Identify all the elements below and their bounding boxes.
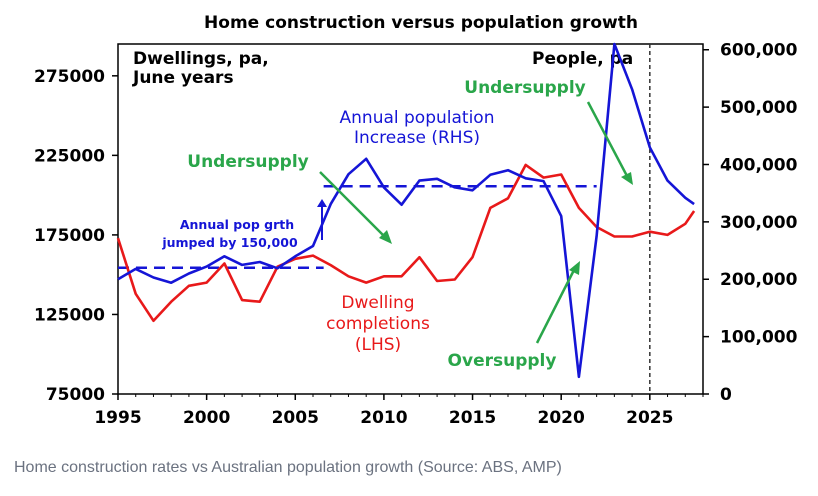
y-left-tick-label: 275000	[34, 67, 105, 87]
pop-jump-label-line1: Annual pop grth	[180, 217, 294, 232]
y-left-tick-label: 225000	[34, 146, 105, 166]
y-right-tick-label: 200,000	[720, 270, 798, 290]
undersupply-right-label: Undersupply	[464, 78, 585, 98]
x-tick-label: 1995	[94, 408, 141, 428]
pop-series-label-line1: Annual population	[340, 108, 495, 128]
undersupply-left-arrow	[319, 171, 392, 244]
plot-frame	[117, 43, 704, 395]
dwelling-series-label-line2: completions	[326, 314, 430, 334]
y-right-tick-label: 400,000	[720, 155, 798, 175]
y-left-tick-label: 175000	[34, 226, 105, 246]
x-tick-label: 2005	[272, 408, 319, 428]
x-tick-label: 2010	[360, 408, 407, 428]
chart-container: Home construction versus population grow…	[34, 13, 798, 428]
x-axis-ticks: 1995 2000 2005 2010 2015 2020 2025	[94, 394, 704, 428]
figure-caption: Home construction rates vs Australian po…	[14, 459, 562, 476]
dwellings-series-line	[116, 163, 696, 323]
reference-lines	[118, 44, 651, 394]
series-group	[116, 42, 696, 379]
undersupply-left-label: Undersupply	[187, 152, 308, 172]
y-right-tick-label: 0	[720, 385, 732, 405]
y-right-tick-label: 600,000	[720, 41, 798, 61]
pop-series-label-line2: Increase (RHS)	[354, 128, 480, 148]
dwelling-series-label-line1: Dwelling	[341, 293, 414, 313]
y-right-axis-ticks: 0 100,000 200,000 300,000 400,000 500,000 600,…	[703, 41, 798, 405]
x-tick-label: 2015	[449, 408, 496, 428]
y-right-tick-label: 500,000	[720, 98, 798, 118]
y-left-tick-label: 75000	[46, 385, 105, 405]
y-left-label-line2: June years	[132, 68, 234, 88]
x-tick-label: 2025	[626, 408, 673, 428]
oversupply-label: Oversupply	[448, 351, 557, 371]
y-right-tick-label: 100,000	[720, 328, 798, 348]
y-left-axis-ticks: 75000 125000 175000 225000 275000	[34, 67, 118, 405]
chart-title: Home construction versus population grow…	[204, 13, 638, 33]
undersupply-right-arrow	[586, 101, 633, 185]
y-right-tick-label: 300,000	[720, 213, 798, 233]
y-left-label-line1: Dwellings, pa,	[133, 49, 269, 69]
population-series-line	[117, 42, 695, 379]
x-tick-label: 2020	[538, 408, 585, 428]
chart: Home construction versus population grow…	[34, 13, 798, 428]
oversupply-arrow	[535, 261, 580, 344]
y-right-label: People, pa	[532, 49, 633, 69]
y-left-tick-label: 125000	[34, 305, 105, 325]
pop-jump-label-line2: jumped by 150,000	[161, 235, 298, 250]
dwelling-series-label-line3: (LHS)	[355, 335, 401, 355]
x-tick-label: 2000	[183, 408, 230, 428]
